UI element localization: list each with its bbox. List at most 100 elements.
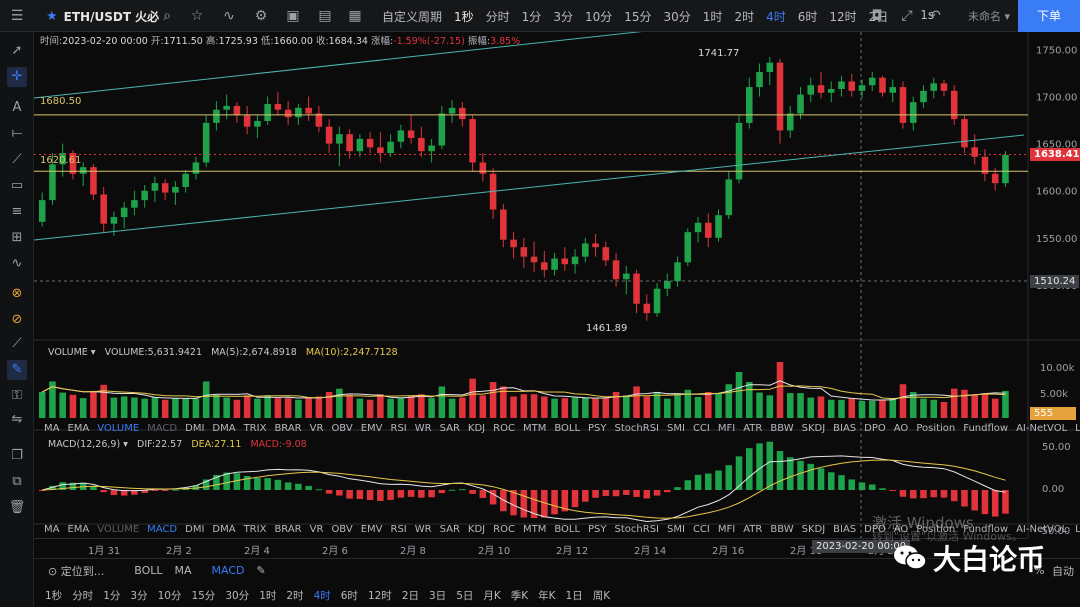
indicator-tab-skdj[interactable]: SKDJ [801, 423, 826, 434]
crosshair-icon[interactable]: ✛ [7, 67, 27, 87]
bottom-tf-14[interactable]: 5日 [456, 589, 474, 602]
undo-icon[interactable]: ↶ [929, 8, 941, 24]
bottom-tf-0[interactable]: 1秒 [45, 589, 63, 602]
indicator-tab-volume[interactable]: VOLUME [97, 423, 140, 434]
bottom-tf-1[interactable]: 分时 [72, 589, 94, 602]
indicator-tab-dma[interactable]: DMA [212, 524, 236, 535]
indicator-tab-trix[interactable]: TRIX [243, 423, 267, 434]
indicator-tab-cci[interactable]: CCI [692, 423, 710, 434]
indicator-tab-mtm[interactable]: MTM [522, 423, 547, 434]
indicator-tab-mtm[interactable]: MTM [522, 524, 547, 535]
magnet-icon[interactable]: ⊗ [11, 286, 23, 301]
bottom-tf-13[interactable]: 3日 [429, 589, 447, 602]
bottom-macd[interactable]: MACD [211, 564, 245, 577]
locate-button[interactable]: ⊙ 定位到... [48, 564, 105, 578]
bottom-tf-7[interactable]: 1时 [259, 589, 277, 602]
indicator-tab-obv[interactable]: OBV [331, 423, 353, 434]
ruler-icon[interactable]: ⟋ [12, 336, 22, 351]
pen-icon[interactable]: ✎ [7, 360, 27, 380]
indicator-tab-roc[interactable]: ROC [493, 423, 515, 434]
auto-toggle[interactable]: 自动 [1052, 564, 1074, 578]
indicator-tab-ai-netvol[interactable]: AI-NetVOL [1016, 423, 1068, 434]
indicator-tab-wr[interactable]: WR [414, 423, 432, 434]
link-icon[interactable]: ⊘ [11, 312, 23, 327]
indicator-tab-bbw[interactable]: BBW [770, 524, 794, 535]
bottom-tf-18[interactable]: 1日 [565, 589, 583, 602]
add-watchlist-icon[interactable]: ☆ [190, 8, 204, 24]
indicator-tab-position[interactable]: Position [916, 524, 956, 535]
custom-period-button[interactable]: 自定义周期 [382, 10, 443, 24]
indicator-tab-ma[interactable]: MA [44, 524, 60, 535]
indicator-tab-ao[interactable]: AO [893, 423, 909, 434]
bottom-boll[interactable]: BOLL [134, 564, 163, 577]
tf-2h[interactable]: 2时 [734, 10, 755, 24]
trendline-icon[interactable]: ⟋ [12, 152, 22, 167]
grid-icon[interactable]: ⊞ [11, 230, 23, 245]
indicator-tab-fundflow[interactable]: Fundflow [963, 524, 1009, 535]
camera-icon[interactable]: ◘ [871, 8, 883, 24]
indicator-tab-roc[interactable]: ROC [493, 524, 515, 535]
macd-name[interactable]: MACD(12,26,9) [48, 439, 121, 450]
indicator-tab-bbw[interactable]: BBW [770, 423, 794, 434]
menu-icon[interactable]: ☰ [10, 8, 24, 24]
indicator-tab-dmi[interactable]: DMI [185, 423, 205, 434]
indicator-tab-kdj[interactable]: KDJ [467, 524, 486, 535]
indicator-tab-dmi[interactable]: DMI [185, 524, 205, 535]
indicator-tab-ema[interactable]: EMA [67, 423, 90, 434]
indicator-tab-lsur[interactable]: LSUR [1075, 423, 1080, 434]
indicator-tab-brar[interactable]: BRAR [274, 423, 302, 434]
indicator-tab-volume[interactable]: VOLUME [97, 524, 140, 535]
volume-name[interactable]: VOLUME [48, 347, 88, 358]
tf-4h[interactable]: 4时 [766, 10, 786, 24]
indicator-tab-psy[interactable]: PSY [588, 524, 607, 535]
text-tool-icon[interactable]: A [12, 100, 22, 115]
tf-10m[interactable]: 10分 [584, 10, 613, 24]
indicator-tab-psy[interactable]: PSY [588, 423, 607, 434]
fullscreen-icon[interactable]: ⤢ [901, 8, 913, 24]
indicator-tab-ma[interactable]: MA [44, 423, 60, 434]
cursor-icon[interactable]: ➚ [11, 43, 23, 58]
bottom-tf-12[interactable]: 2日 [401, 589, 419, 602]
layout-icon[interactable]: ▤ [318, 8, 332, 24]
percent-toggle[interactable]: % [1034, 564, 1045, 577]
search-icon[interactable]: ⌕ [163, 8, 171, 24]
indicator-tab-obv[interactable]: OBV [331, 524, 353, 535]
indicator-tab-atr[interactable]: ATR [743, 423, 763, 434]
visibility-icon[interactable]: ⇋ [11, 412, 23, 427]
indicator-tab-macd[interactable]: MACD [147, 524, 178, 535]
bottom-tf-5[interactable]: 15分 [191, 589, 216, 602]
indicator-tab-ai-netvol[interactable]: AI-NetVOL [1016, 524, 1068, 535]
indicator-tab-dpo[interactable]: DPO [864, 423, 886, 434]
indicator-tab-mfi[interactable]: MFI [717, 423, 736, 434]
bottom-tf-19[interactable]: 周K [592, 589, 611, 602]
indicator-tab-sar[interactable]: SAR [439, 524, 460, 535]
indicator-tab-wr[interactable]: WR [414, 524, 432, 535]
indicator-tab-emv[interactable]: EMV [360, 423, 383, 434]
tf-30m[interactable]: 30分 [663, 10, 691, 24]
bottom-tf-17[interactable]: 年K [538, 589, 556, 602]
indicator-tab-stochrsi[interactable]: StochRSI [614, 423, 659, 434]
bottom-tf-11[interactable]: 12时 [367, 589, 392, 602]
account-name[interactable]: 未命名 ▾ [967, 10, 1010, 23]
settings-gear-icon[interactable]: ⚙ [254, 8, 268, 24]
indicator-tab-smi[interactable]: SMI [667, 524, 685, 535]
indicator-tab-ao[interactable]: AO [893, 524, 909, 535]
tf-15m[interactable]: 15分 [624, 10, 652, 24]
tf-1s-extra[interactable]: 1s [920, 8, 935, 22]
bottom-ma[interactable]: MA [174, 564, 192, 577]
tf-1h[interactable]: 1时 [702, 10, 723, 24]
indicator-tab-dpo[interactable]: DPO [864, 524, 886, 535]
tf-1s[interactable]: 1秒 [454, 10, 474, 24]
indicator-tab-fundflow[interactable]: Fundflow [963, 423, 1009, 434]
indicator-tab-smi[interactable]: SMI [667, 423, 685, 434]
copy-icon[interactable]: ⧉ [12, 474, 22, 489]
fib-icon[interactable]: ≡ [11, 204, 23, 219]
rectangle-icon[interactable]: ▭ [10, 178, 24, 193]
indicator-tab-brar[interactable]: BRAR [274, 524, 302, 535]
bottom-tf-2[interactable]: 1分 [103, 589, 121, 602]
indicator-tab-skdj[interactable]: SKDJ [801, 524, 826, 535]
indicator-tab-ema[interactable]: EMA [67, 524, 90, 535]
indicator-tab-rsi[interactable]: RSI [390, 423, 407, 434]
indicator-tab-position[interactable]: Position [916, 423, 956, 434]
tf-6h[interactable]: 6时 [797, 10, 818, 24]
